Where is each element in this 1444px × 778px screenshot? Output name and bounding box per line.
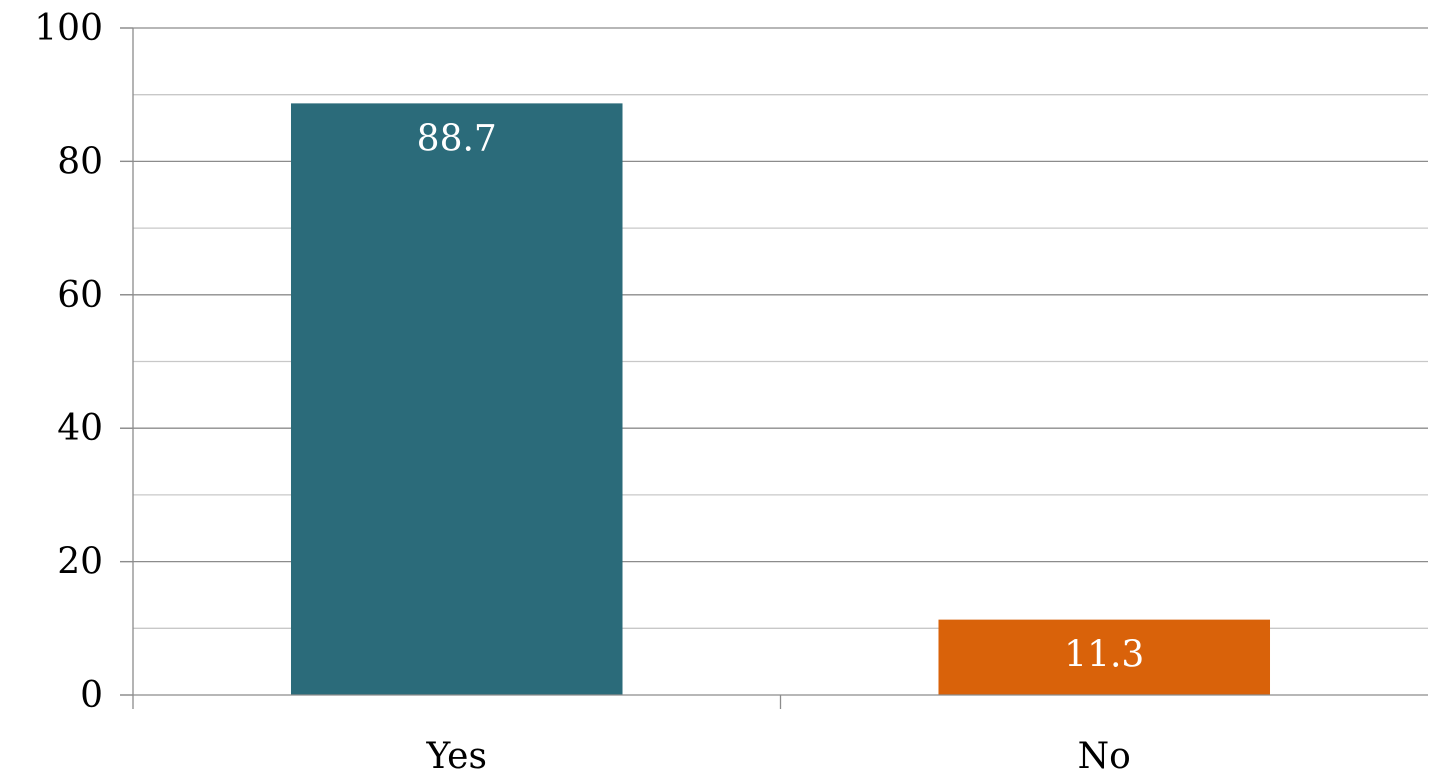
x-tick-label: Yes	[426, 736, 487, 777]
data-label: 11.3	[1064, 635, 1144, 676]
labels: 88.7 Yes 11.3 No 0 20 40 60 80 100	[34, 8, 1144, 777]
y-tick-label: 100	[34, 8, 103, 49]
y-tick-label: 60	[57, 275, 103, 316]
data-label: 88.7	[417, 118, 497, 159]
bars	[290, 103, 1271, 696]
y-tick-label: 80	[57, 141, 103, 182]
axes	[120, 27, 1428, 709]
bar-no	[938, 619, 1271, 695]
y-tick-label: 0	[80, 675, 103, 716]
bar-yes	[290, 103, 623, 696]
y-tick-label: 20	[57, 542, 103, 583]
x-tick-label: No	[1078, 736, 1131, 777]
y-tick-label: 40	[57, 408, 103, 449]
